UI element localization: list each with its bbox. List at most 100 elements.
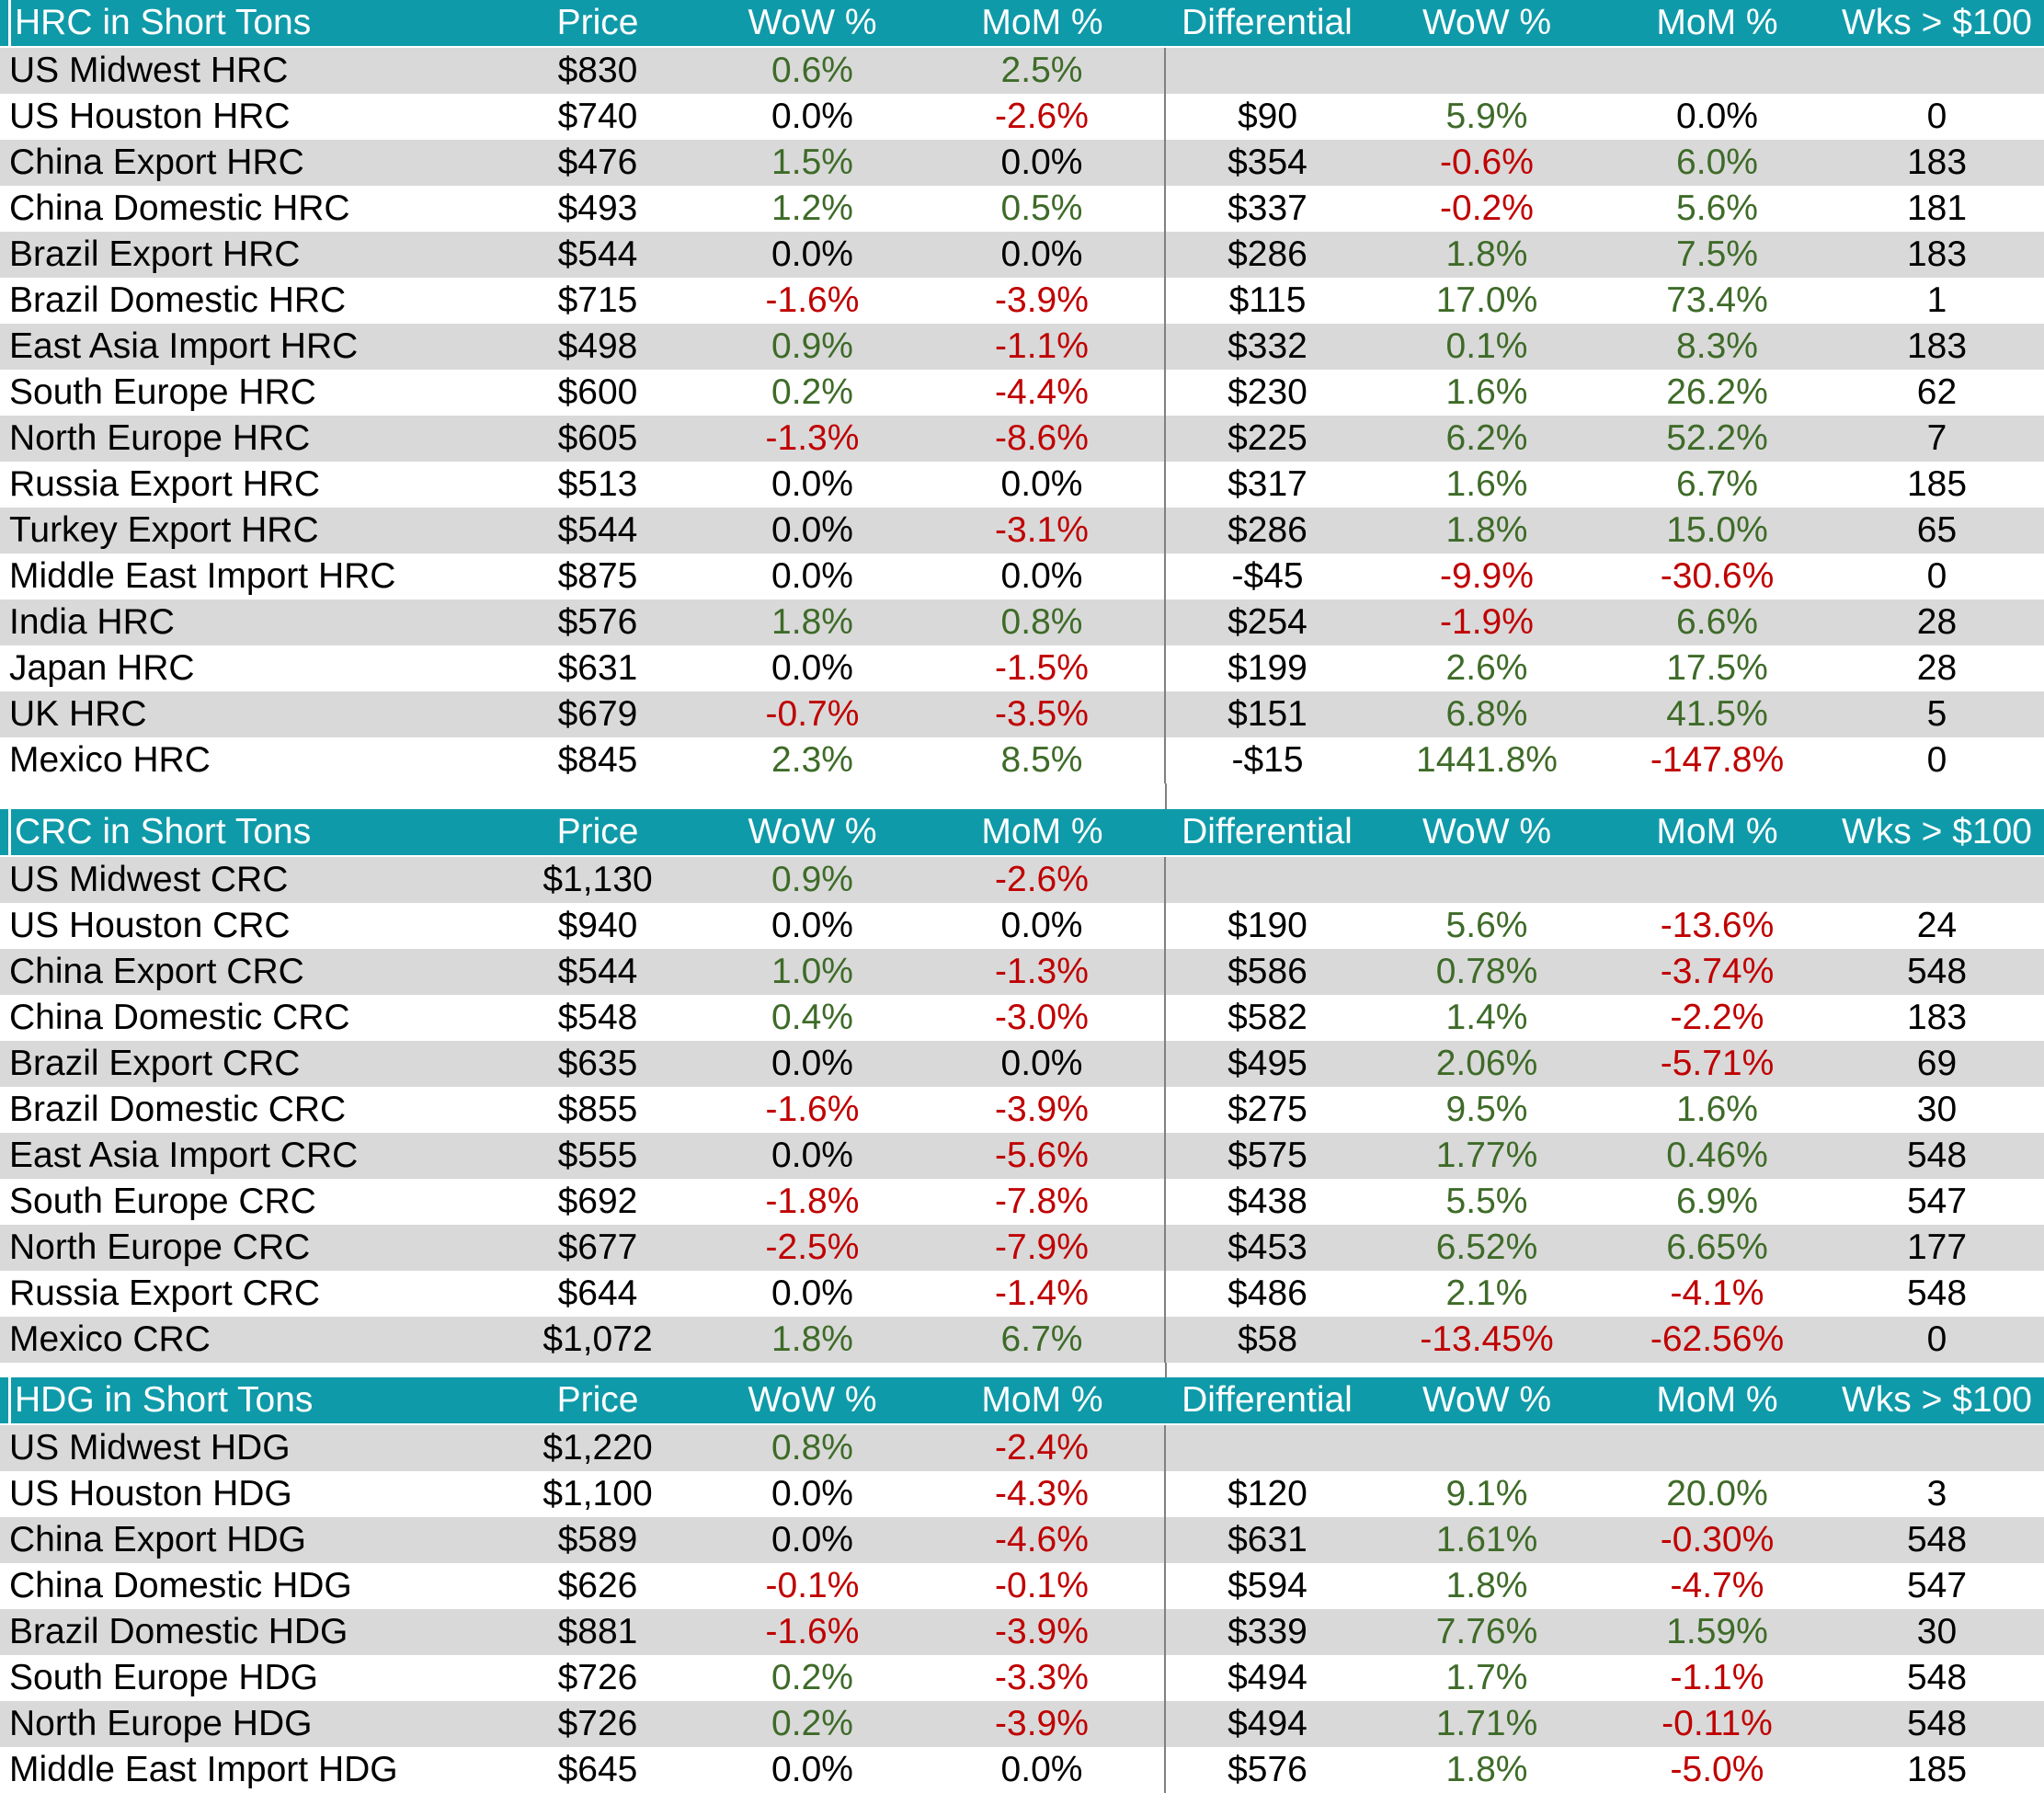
dwow-cell[interactable]: [1369, 47, 1604, 94]
dmom-cell[interactable]: 6.65%: [1604, 1225, 1830, 1271]
mom-cell[interactable]: -0.1%: [919, 1563, 1165, 1609]
mom-cell[interactable]: -3.3%: [919, 1655, 1165, 1701]
dwow-cell[interactable]: 2.06%: [1369, 1041, 1604, 1087]
dmom-cell[interactable]: 1.6%: [1604, 1087, 1830, 1133]
dwow-cell[interactable]: 1.8%: [1369, 1563, 1604, 1609]
diff-cell[interactable]: $594: [1164, 1563, 1369, 1609]
diff-cell[interactable]: $151: [1164, 691, 1369, 737]
diff-cell[interactable]: $225: [1164, 416, 1369, 462]
wks-cell[interactable]: 0: [1830, 1317, 2044, 1363]
price-cell[interactable]: $1,100: [490, 1471, 705, 1517]
diff-cell[interactable]: $582: [1164, 995, 1369, 1041]
wow-cell[interactable]: -0.7%: [705, 691, 919, 737]
dmom-cell[interactable]: -0.30%: [1604, 1517, 1830, 1563]
diff-cell[interactable]: $575: [1164, 1133, 1369, 1179]
mom-cell[interactable]: 0.0%: [919, 140, 1165, 186]
row-label[interactable]: Brazil Domestic CRC: [0, 1087, 490, 1133]
wks-cell[interactable]: [1830, 856, 2044, 903]
wow-cell[interactable]: 0.9%: [705, 856, 919, 903]
dmom-cell[interactable]: 17.5%: [1604, 645, 1830, 691]
wow-cell[interactable]: 0.0%: [705, 1271, 919, 1317]
wks-cell[interactable]: 548: [1830, 1271, 2044, 1317]
dmom-cell[interactable]: -5.0%: [1604, 1747, 1830, 1793]
diff-cell[interactable]: $453: [1164, 1225, 1369, 1271]
column-header[interactable]: Differential: [1165, 809, 1369, 857]
wks-cell[interactable]: 0: [1830, 737, 2044, 783]
mom-cell[interactable]: -3.1%: [919, 508, 1165, 554]
wow-cell[interactable]: -1.6%: [705, 1087, 919, 1133]
mom-cell[interactable]: -3.0%: [919, 995, 1165, 1041]
dmom-cell[interactable]: -4.7%: [1604, 1563, 1830, 1609]
wks-cell[interactable]: 30: [1830, 1609, 2044, 1655]
dmom-cell[interactable]: -0.11%: [1604, 1701, 1830, 1747]
price-cell[interactable]: $881: [490, 1609, 705, 1655]
wow-cell[interactable]: 0.8%: [705, 1424, 919, 1471]
wow-cell[interactable]: -0.1%: [705, 1563, 919, 1609]
column-header[interactable]: MoM %: [919, 0, 1165, 48]
diff-cell[interactable]: $486: [1164, 1271, 1369, 1317]
dwow-cell[interactable]: 7.76%: [1369, 1609, 1604, 1655]
column-header[interactable]: WoW %: [1369, 0, 1604, 48]
wow-cell[interactable]: 0.0%: [705, 1517, 919, 1563]
wks-cell[interactable]: 181: [1830, 186, 2044, 232]
wow-cell[interactable]: -1.3%: [705, 416, 919, 462]
dmom-cell[interactable]: 7.5%: [1604, 232, 1830, 278]
dmom-cell[interactable]: -62.56%: [1604, 1317, 1830, 1363]
mom-cell[interactable]: -3.9%: [919, 278, 1165, 324]
section-title[interactable]: CRC in Short Tons: [0, 809, 490, 857]
mom-cell[interactable]: -4.6%: [919, 1517, 1165, 1563]
price-cell[interactable]: $692: [490, 1179, 705, 1225]
dmom-cell[interactable]: 0.46%: [1604, 1133, 1830, 1179]
row-label[interactable]: Brazil Export HRC: [0, 232, 490, 278]
mom-cell[interactable]: 0.0%: [919, 903, 1165, 949]
column-header[interactable]: Price: [490, 0, 705, 48]
diff-cell[interactable]: $354: [1164, 140, 1369, 186]
wow-cell[interactable]: 1.8%: [705, 1317, 919, 1363]
row-label[interactable]: India HRC: [0, 600, 490, 645]
wow-cell[interactable]: 0.0%: [705, 462, 919, 508]
row-label[interactable]: Middle East Import HRC: [0, 554, 490, 600]
column-header[interactable]: MoM %: [919, 809, 1165, 857]
wow-cell[interactable]: 1.0%: [705, 949, 919, 995]
column-header[interactable]: WoW %: [1369, 1377, 1604, 1425]
diff-cell[interactable]: [1164, 1424, 1369, 1471]
wks-cell[interactable]: 548: [1830, 1655, 2044, 1701]
mom-cell[interactable]: 0.0%: [919, 1747, 1165, 1793]
wks-cell[interactable]: 69: [1830, 1041, 2044, 1087]
section-title[interactable]: HRC in Short Tons: [0, 0, 490, 48]
diff-cell[interactable]: [1164, 47, 1369, 94]
mom-cell[interactable]: 2.5%: [919, 47, 1165, 94]
row-label[interactable]: Turkey Export HRC: [0, 508, 490, 554]
mom-cell[interactable]: -7.9%: [919, 1225, 1165, 1271]
price-cell[interactable]: $1,220: [490, 1424, 705, 1471]
wks-cell[interactable]: 62: [1830, 370, 2044, 416]
dwow-cell[interactable]: 1.8%: [1369, 508, 1604, 554]
row-label[interactable]: US Midwest HDG: [0, 1424, 490, 1471]
row-label[interactable]: Brazil Domestic HRC: [0, 278, 490, 324]
dwow-cell[interactable]: 9.1%: [1369, 1471, 1604, 1517]
row-label[interactable]: China Domestic HRC: [0, 186, 490, 232]
dmom-cell[interactable]: -1.1%: [1604, 1655, 1830, 1701]
diff-cell[interactable]: $199: [1164, 645, 1369, 691]
dmom-cell[interactable]: -2.2%: [1604, 995, 1830, 1041]
wks-cell[interactable]: 183: [1830, 995, 2044, 1041]
dwow-cell[interactable]: -13.45%: [1369, 1317, 1604, 1363]
wow-cell[interactable]: 0.0%: [705, 94, 919, 140]
dwow-cell[interactable]: -9.9%: [1369, 554, 1604, 600]
row-label[interactable]: South Europe CRC: [0, 1179, 490, 1225]
diff-cell[interactable]: $438: [1164, 1179, 1369, 1225]
dwow-cell[interactable]: 17.0%: [1369, 278, 1604, 324]
diff-cell[interactable]: $495: [1164, 1041, 1369, 1087]
wow-cell[interactable]: -1.8%: [705, 1179, 919, 1225]
row-label[interactable]: Mexico CRC: [0, 1317, 490, 1363]
dmom-cell[interactable]: -13.6%: [1604, 903, 1830, 949]
dmom-cell[interactable]: -147.8%: [1604, 737, 1830, 783]
price-cell[interactable]: $605: [490, 416, 705, 462]
mom-cell[interactable]: -4.3%: [919, 1471, 1165, 1517]
wow-cell[interactable]: 0.0%: [705, 1041, 919, 1087]
column-header[interactable]: MoM %: [919, 1377, 1165, 1425]
mom-cell[interactable]: -4.4%: [919, 370, 1165, 416]
price-cell[interactable]: $626: [490, 1563, 705, 1609]
wow-cell[interactable]: 0.0%: [705, 554, 919, 600]
dwow-cell[interactable]: 0.1%: [1369, 324, 1604, 370]
